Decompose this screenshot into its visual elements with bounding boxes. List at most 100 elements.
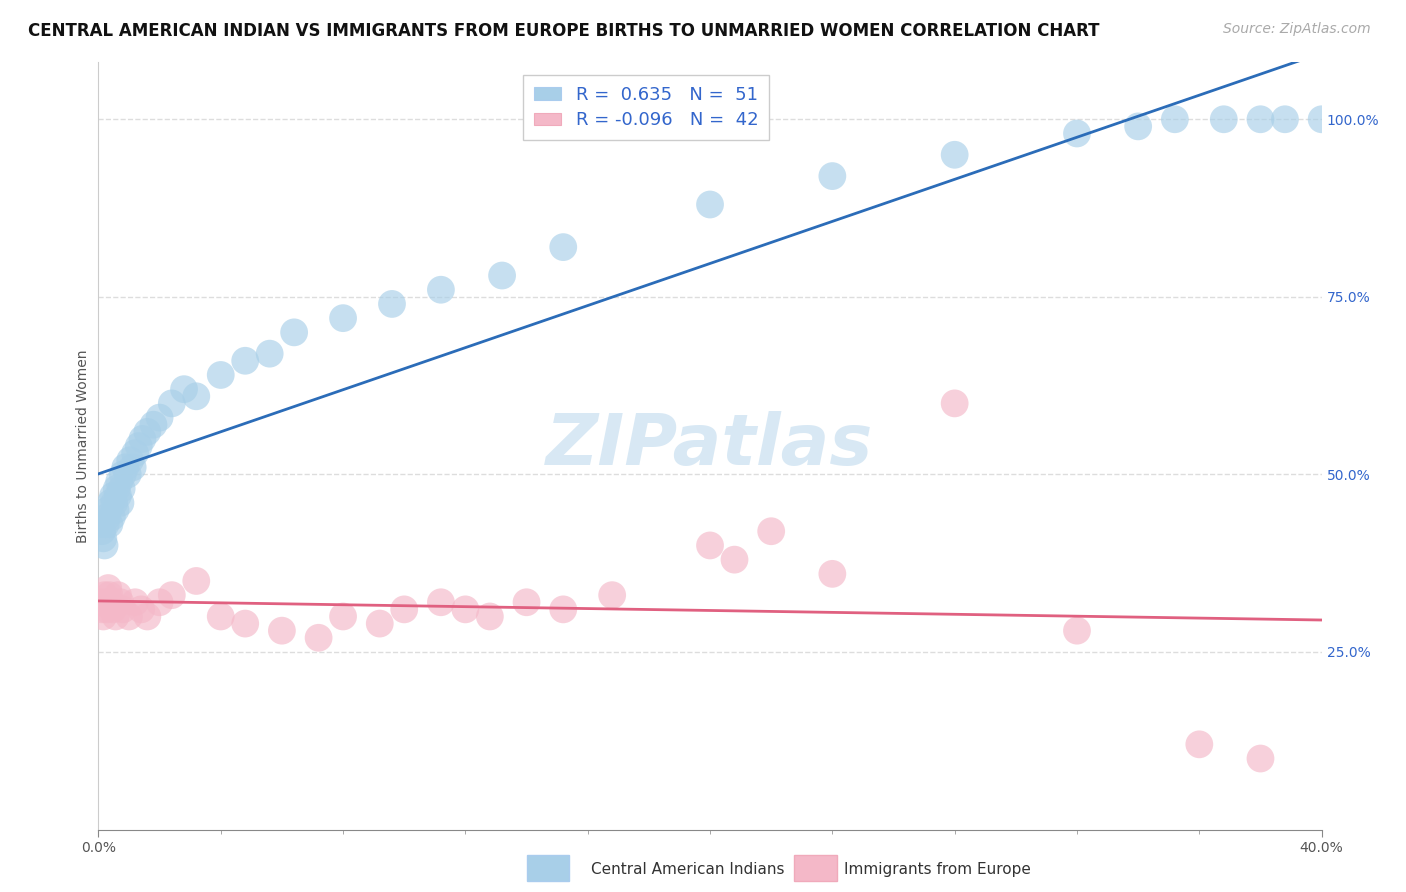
Point: [129, 602, 152, 616]
Point: [943, 148, 966, 162]
Point: [1274, 112, 1296, 127]
Point: [105, 482, 128, 496]
Point: [332, 609, 354, 624]
Point: [430, 595, 453, 609]
Point: [186, 574, 208, 588]
Point: [108, 475, 131, 489]
Point: [233, 616, 256, 631]
Point: [124, 446, 146, 460]
Point: [104, 609, 127, 624]
Point: [553, 240, 575, 254]
Point: [91, 524, 114, 539]
Point: [1310, 112, 1333, 127]
Point: [430, 283, 453, 297]
Point: [308, 631, 330, 645]
Point: [381, 297, 404, 311]
Text: Immigrants from Europe: Immigrants from Europe: [844, 863, 1031, 877]
Point: [131, 432, 153, 446]
Point: [454, 602, 477, 616]
Point: [117, 467, 139, 482]
Point: [101, 489, 124, 503]
Point: [120, 453, 142, 467]
Point: [943, 396, 966, 410]
Point: [821, 169, 844, 183]
Point: [121, 460, 143, 475]
Point: [91, 602, 114, 616]
Point: [209, 609, 232, 624]
Point: [1164, 112, 1187, 127]
Point: [332, 311, 354, 326]
Y-axis label: Births to Unmarried Women: Births to Unmarried Women: [76, 350, 90, 542]
Point: [101, 602, 124, 616]
Point: [124, 595, 146, 609]
Point: [270, 624, 294, 638]
Point: [93, 588, 115, 602]
Point: [515, 595, 537, 609]
Point: [186, 389, 208, 403]
Point: [96, 602, 118, 616]
Point: [149, 595, 172, 609]
Point: [1128, 120, 1150, 134]
Point: [91, 532, 114, 546]
Text: Central American Indians: Central American Indians: [591, 863, 785, 877]
Point: [761, 524, 783, 539]
Point: [173, 382, 195, 396]
Point: [699, 538, 721, 552]
Point: [114, 460, 136, 475]
Point: [1066, 127, 1088, 141]
Point: [111, 602, 134, 616]
Point: [600, 588, 623, 602]
Point: [209, 368, 232, 382]
Point: [96, 510, 118, 524]
Point: [128, 439, 150, 453]
Point: [110, 595, 132, 609]
Point: [111, 467, 134, 482]
Point: [90, 595, 112, 609]
Point: [136, 425, 159, 439]
Point: [101, 510, 124, 524]
Point: [107, 489, 129, 503]
Point: [1249, 112, 1271, 127]
Point: [97, 581, 120, 595]
Point: [553, 602, 575, 616]
Point: [723, 552, 745, 566]
Text: CENTRAL AMERICAN INDIAN VS IMMIGRANTS FROM EUROPE BIRTHS TO UNMARRIED WOMEN CORR: CENTRAL AMERICAN INDIAN VS IMMIGRANTS FR…: [28, 22, 1099, 40]
Point: [111, 482, 134, 496]
Point: [160, 588, 183, 602]
Point: [94, 517, 117, 532]
Point: [283, 326, 305, 340]
Point: [368, 616, 391, 631]
Point: [149, 410, 172, 425]
Point: [90, 517, 112, 532]
Point: [821, 566, 844, 581]
Legend: R =  0.635   N =  51, R = -0.096   N =  42: R = 0.635 N = 51, R = -0.096 N = 42: [523, 75, 769, 140]
Point: [259, 346, 281, 360]
Point: [94, 595, 117, 609]
Point: [91, 609, 114, 624]
Text: ZIPatlas: ZIPatlas: [547, 411, 873, 481]
Point: [699, 197, 721, 211]
Point: [478, 609, 501, 624]
Point: [104, 503, 127, 517]
Text: Source: ZipAtlas.com: Source: ZipAtlas.com: [1223, 22, 1371, 37]
Point: [160, 396, 183, 410]
Point: [1188, 737, 1211, 751]
Point: [392, 602, 416, 616]
Point: [1212, 112, 1234, 127]
Point: [118, 609, 141, 624]
Point: [97, 503, 120, 517]
Point: [98, 588, 121, 602]
Point: [103, 496, 125, 510]
Point: [93, 538, 115, 552]
Point: [491, 268, 513, 283]
Point: [136, 609, 159, 624]
Point: [1066, 624, 1088, 638]
Point: [142, 417, 165, 432]
Point: [1249, 751, 1271, 765]
Point: [107, 588, 129, 602]
Point: [100, 595, 122, 609]
Point: [98, 517, 121, 532]
Point: [233, 353, 256, 368]
Point: [100, 496, 122, 510]
Point: [110, 496, 132, 510]
